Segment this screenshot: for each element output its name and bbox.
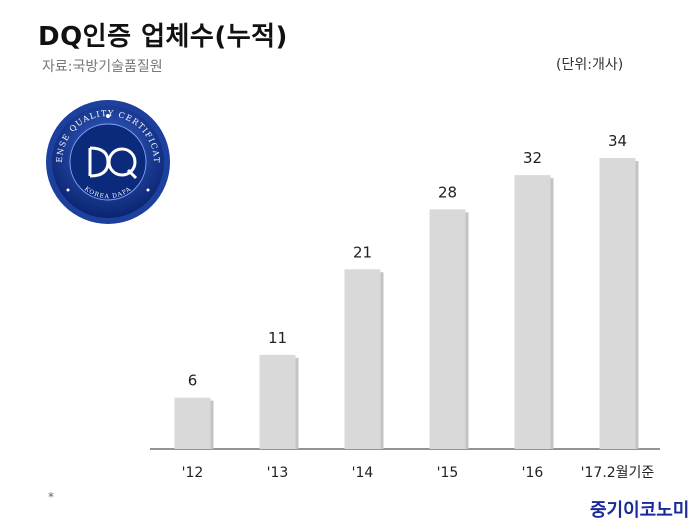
x-tick-label: '16 bbox=[522, 465, 544, 481]
source-note: 자료:국방기술품질원 bbox=[42, 59, 163, 75]
logo-dq-mark bbox=[88, 146, 138, 180]
bar-2 bbox=[344, 269, 381, 449]
bar-value-label: 11 bbox=[268, 329, 287, 347]
bar-value-label: 32 bbox=[523, 149, 542, 167]
bar-value-label: 34 bbox=[608, 132, 627, 150]
bar-value-label: 6 bbox=[188, 372, 198, 390]
bar-4 bbox=[514, 175, 551, 449]
bar-value-label: 21 bbox=[353, 243, 372, 261]
brand-logo-text: 중기이코노미 bbox=[590, 500, 690, 521]
x-tick-label: '15 bbox=[437, 465, 459, 481]
bar-3 bbox=[429, 209, 466, 449]
x-tick-label: '14 bbox=[352, 465, 374, 481]
bar-value-label: 28 bbox=[438, 183, 457, 201]
x-tick-label: '12 bbox=[182, 465, 204, 481]
x-tick-label: '13 bbox=[267, 465, 289, 481]
unit-label: (단위:개사) bbox=[556, 57, 624, 73]
x-tick-label: '17.2월기준 bbox=[581, 465, 655, 481]
footnote-mark: * bbox=[48, 490, 54, 504]
chart-title: DQ인증 업체수(누적) bbox=[38, 22, 288, 52]
bar-0 bbox=[174, 397, 211, 449]
bar-5 bbox=[599, 158, 636, 449]
bar-1 bbox=[259, 354, 296, 449]
dq-certification-logo: DEFENSE QUALITY CERTIFICATION KOREA DAPA bbox=[44, 98, 170, 224]
